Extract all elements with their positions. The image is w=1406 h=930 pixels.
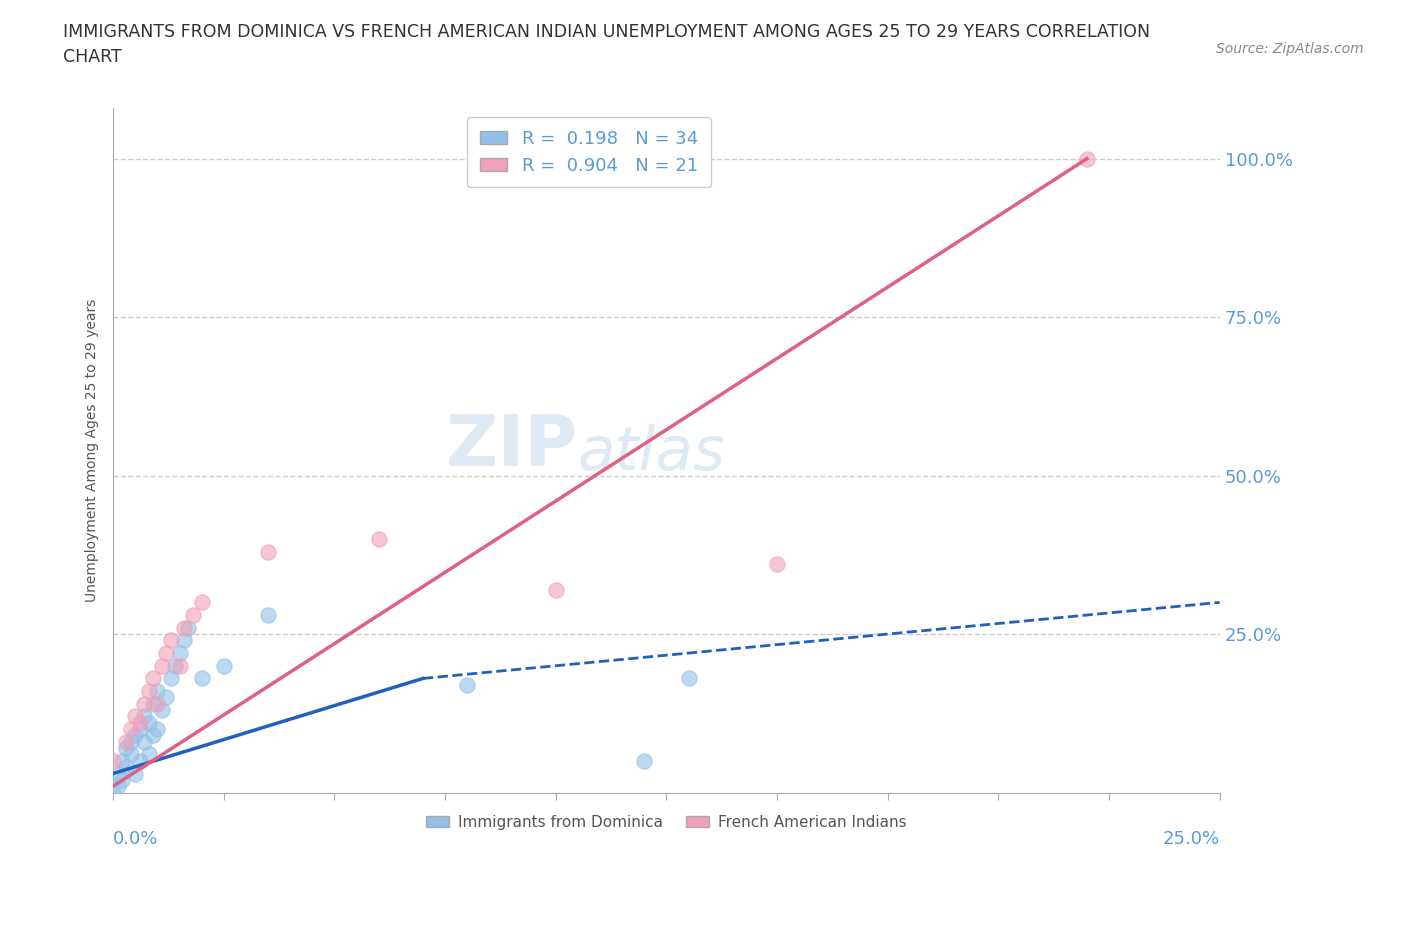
- Point: [124, 766, 146, 781]
- Point: [103, 785, 125, 800]
- Point: [173, 620, 195, 635]
- Point: [138, 747, 160, 762]
- Point: [181, 607, 204, 622]
- Point: [633, 753, 655, 768]
- Text: ZIP: ZIP: [446, 412, 578, 482]
- Point: [111, 753, 134, 768]
- Text: atlas: atlas: [578, 424, 725, 484]
- Point: [134, 735, 156, 750]
- Point: [257, 544, 280, 559]
- Point: [146, 722, 169, 737]
- Point: [155, 645, 177, 660]
- Point: [766, 557, 789, 572]
- Point: [128, 722, 150, 737]
- Point: [169, 645, 191, 660]
- Point: [115, 735, 138, 750]
- Point: [142, 671, 165, 685]
- Point: [134, 709, 156, 724]
- Point: [257, 607, 280, 622]
- Point: [1076, 152, 1098, 166]
- Point: [165, 658, 187, 673]
- Point: [111, 773, 134, 788]
- Point: [134, 697, 156, 711]
- Point: [146, 684, 169, 698]
- Text: 25.0%: 25.0%: [1163, 830, 1220, 848]
- Point: [120, 722, 142, 737]
- Point: [150, 658, 173, 673]
- Point: [107, 778, 129, 793]
- Point: [159, 633, 181, 648]
- Point: [128, 753, 150, 768]
- Point: [103, 753, 125, 768]
- Point: [142, 697, 165, 711]
- Point: [173, 633, 195, 648]
- Point: [456, 677, 478, 692]
- Point: [138, 684, 160, 698]
- Point: [177, 620, 200, 635]
- Point: [115, 760, 138, 775]
- Y-axis label: Unemployment Among Ages 25 to 29 years: Unemployment Among Ages 25 to 29 years: [86, 299, 100, 602]
- Point: [367, 532, 389, 547]
- Text: IMMIGRANTS FROM DOMINICA VS FRENCH AMERICAN INDIAN UNEMPLOYMENT AMONG AGES 25 TO: IMMIGRANTS FROM DOMINICA VS FRENCH AMERI…: [63, 23, 1150, 66]
- Point: [146, 697, 169, 711]
- Point: [190, 671, 212, 685]
- Point: [169, 658, 191, 673]
- Point: [150, 703, 173, 718]
- Point: [124, 728, 146, 743]
- Point: [115, 740, 138, 755]
- Point: [142, 728, 165, 743]
- Point: [678, 671, 700, 685]
- Point: [124, 709, 146, 724]
- Point: [155, 690, 177, 705]
- Point: [138, 715, 160, 730]
- Point: [128, 715, 150, 730]
- Point: [120, 735, 142, 750]
- Point: [159, 671, 181, 685]
- Text: 0.0%: 0.0%: [114, 830, 159, 848]
- Point: [107, 766, 129, 781]
- Point: [190, 595, 212, 610]
- Legend: Immigrants from Dominica, French American Indians: Immigrants from Dominica, French America…: [420, 809, 912, 836]
- Point: [120, 747, 142, 762]
- Text: Source: ZipAtlas.com: Source: ZipAtlas.com: [1216, 42, 1364, 56]
- Point: [544, 582, 567, 597]
- Point: [212, 658, 235, 673]
